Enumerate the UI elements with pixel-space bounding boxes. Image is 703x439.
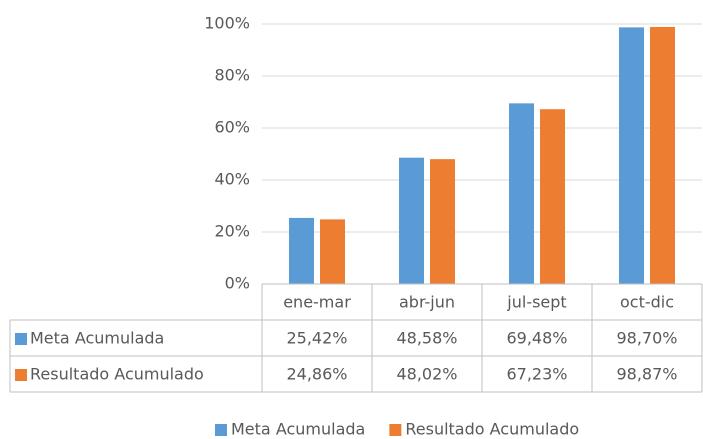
table-cell: 24,86% xyxy=(286,365,347,384)
table-cell: 98,87% xyxy=(616,365,677,384)
x-tick-label: jul-sept xyxy=(506,293,566,312)
legend-key xyxy=(215,424,227,436)
y-tick-label: 60% xyxy=(214,118,250,137)
y-tick-label: 40% xyxy=(214,170,250,189)
bar xyxy=(509,103,534,285)
y-tick-label: 0% xyxy=(225,274,250,293)
bar xyxy=(650,26,675,285)
table-row-label: Resultado Acumulado xyxy=(30,365,204,384)
x-tick-label: oct-dic xyxy=(620,293,674,312)
table-cell: 25,42% xyxy=(286,329,347,348)
bar xyxy=(320,219,345,284)
legend-key xyxy=(389,424,402,436)
bar xyxy=(540,109,565,285)
y-tick-label: 20% xyxy=(214,222,250,241)
table-cell: 48,58% xyxy=(396,329,457,348)
legend-label: Meta Acumulada xyxy=(231,420,365,439)
table-legend-key xyxy=(15,369,27,381)
table-row-label: Meta Acumulada xyxy=(30,329,164,348)
bar xyxy=(289,217,314,284)
y-tick-label: 80% xyxy=(214,66,250,85)
table-legend-key xyxy=(15,333,27,345)
x-tick-label: abr-jun xyxy=(399,293,455,312)
bar xyxy=(619,27,644,284)
table-cell: 69,48% xyxy=(506,329,567,348)
bar xyxy=(399,157,424,284)
table-cell: 48,02% xyxy=(396,365,457,384)
bar xyxy=(430,159,455,284)
x-tick-label: ene-mar xyxy=(283,293,351,312)
table-cell: 67,23% xyxy=(506,365,567,384)
y-tick-label: 100% xyxy=(204,14,250,33)
legend-label: Resultado Acumulado xyxy=(405,420,579,439)
table-cell: 98,70% xyxy=(616,329,677,348)
